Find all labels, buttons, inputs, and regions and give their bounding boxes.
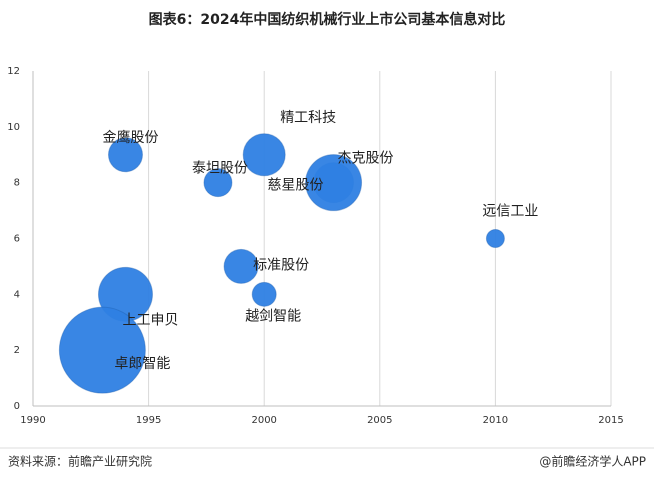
x-tick-label: 1990 (20, 415, 45, 426)
x-tick-label: 2010 (483, 415, 508, 426)
bubble-label: 精工科技 (280, 110, 336, 126)
chart-title: 图表6：2024年中国纺织机械行业上市公司基本信息对比 (149, 11, 506, 28)
x-tick-label: 2005 (367, 415, 392, 426)
bubble-label: 越剑智能 (245, 308, 301, 324)
x-tick-label: 1995 (136, 415, 161, 426)
x-tick-label: 2000 (251, 415, 276, 426)
bubble-label: 慈星股份 (268, 178, 324, 194)
bubble-label: 标准股份 (253, 257, 309, 273)
bubble (223, 248, 259, 284)
y-tick-label: 2 (14, 345, 20, 356)
bubble (242, 133, 286, 177)
bubble-label: 金鹰股份 (102, 130, 158, 146)
y-tick-label: 4 (14, 289, 20, 300)
bubble-label: 卓郎智能 (114, 356, 170, 372)
y-tick-label: 12 (7, 66, 20, 77)
bubble-label: 杰克股份 (338, 151, 394, 167)
y-tick-label: 0 (14, 401, 20, 412)
x-tick-label: 2015 (598, 415, 623, 426)
bubble-label: 远信工业 (482, 204, 538, 220)
bubble (58, 306, 146, 394)
y-tick-label: 8 (14, 178, 20, 189)
y-tick-label: 6 (14, 234, 20, 245)
bubble-label: 上工申贝 (122, 312, 178, 328)
bubble (251, 281, 277, 307)
bubble-label: 泰坦股份 (192, 161, 248, 177)
y-tick-label: 10 (7, 122, 20, 133)
bubble (305, 154, 363, 212)
credit: @前瞻经济学人APP (539, 454, 646, 469)
bubble (485, 229, 505, 248)
bubble (107, 137, 143, 173)
source: 资料来源：前瞻产业研究院 (8, 454, 152, 469)
bubble (203, 168, 233, 198)
